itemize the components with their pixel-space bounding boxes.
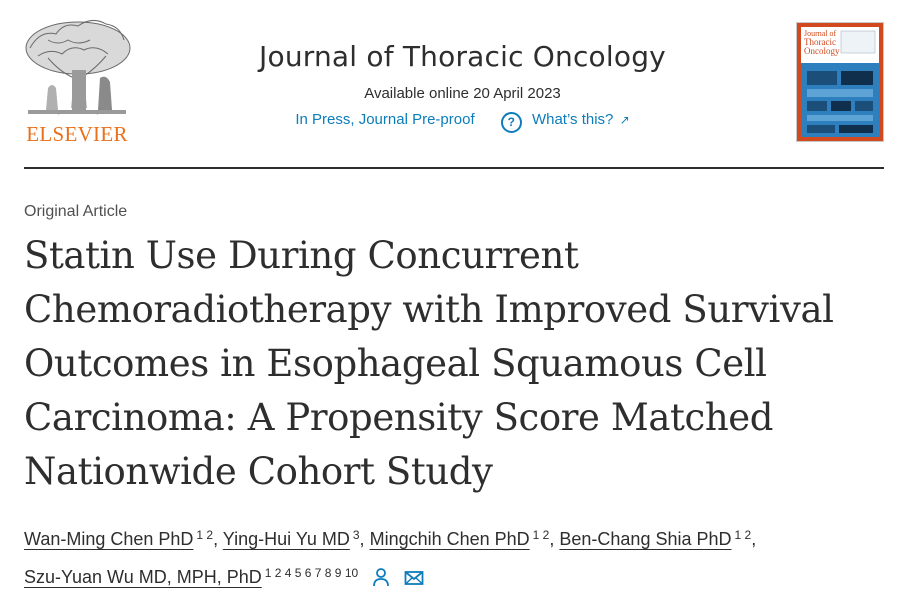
author-name[interactable]: Wan-Ming Chen PhD: [24, 529, 194, 549]
whats-this-link[interactable]: What’s this?: [531, 111, 614, 128]
journal-title[interactable]: Journal of Thoracic Oncology: [259, 40, 666, 73]
author-affiliations: 1 2 4 5 6 7 8 9 10: [264, 566, 359, 580]
author-name[interactable]: Mingchih Chen PhD: [369, 529, 530, 549]
svg-text:Oncology: Oncology: [804, 46, 840, 56]
author[interactable]: Ben-Chang Shia PhD 1 2,: [559, 528, 757, 549]
elsevier-logo[interactable]: ELSEVIER: [18, 18, 136, 146]
author-name[interactable]: Szu-Yuan Wu MD, MPH, PhD: [24, 567, 262, 587]
author[interactable]: Szu-Yuan Wu MD, MPH, PhD 1 2 4 5 6 7 8 9 …: [24, 566, 359, 587]
journal-header: Journal of Thoracic Oncology Available o…: [190, 40, 735, 133]
elsevier-wordmark: ELSEVIER: [26, 122, 128, 146]
question-circle-icon[interactable]: ?: [500, 112, 522, 133]
author-name[interactable]: Ying-Hui Yu MD: [222, 529, 350, 549]
cover-art: Journal of Thoracic Oncology: [797, 23, 883, 141]
author-list: Wan-Ming Chen PhD 1 2, Ying-Hui Yu MD 3, M…: [24, 518, 884, 598]
person-icon[interactable]: [371, 564, 391, 598]
author-affiliations: 3: [352, 528, 360, 542]
author-affiliations: 1 2: [196, 528, 214, 542]
available-online-date: Available online 20 April 2023: [364, 85, 561, 102]
header-divider: [24, 167, 884, 169]
in-press-link[interactable]: In Press, Journal Pre-proof: [295, 111, 475, 128]
svg-text:Thoracic: Thoracic: [804, 37, 836, 47]
journal-cover-thumbnail[interactable]: Journal of Thoracic Oncology: [796, 22, 884, 142]
elsevier-tree-icon: [18, 18, 136, 118]
author-affiliations: 1 2: [734, 528, 752, 542]
journal-status-row: In Press, Journal Pre-proof ? What’s thi…: [190, 111, 735, 133]
article-title: Statin Use During Concurrent Chemoradiot…: [24, 234, 834, 493]
article-type: Original Article: [24, 203, 128, 220]
envelope-icon[interactable]: [404, 564, 424, 598]
svg-text:Journal of: Journal of: [804, 29, 837, 38]
author-affiliations: 1 2: [532, 528, 550, 542]
author[interactable]: Wan-Ming Chen PhD 1 2,: [24, 528, 219, 549]
author-name[interactable]: Ben-Chang Shia PhD: [559, 529, 732, 549]
external-link-arrow-icon: ↗: [619, 113, 630, 127]
author[interactable]: Mingchih Chen PhD 1 2,: [369, 528, 555, 549]
author[interactable]: Ying-Hui Yu MD 3,: [222, 528, 365, 549]
